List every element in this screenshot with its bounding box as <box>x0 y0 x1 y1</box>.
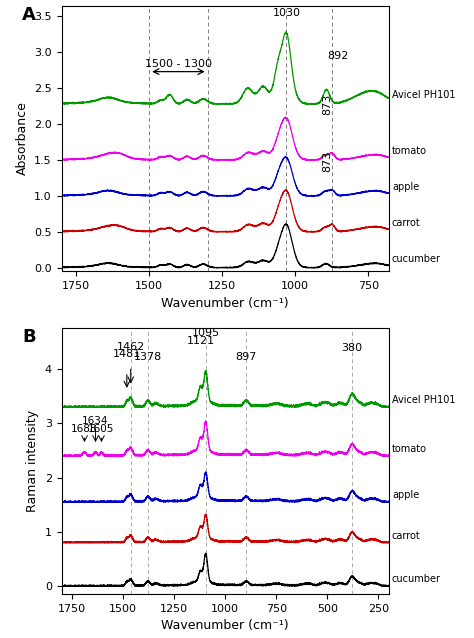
Text: 1121: 1121 <box>186 336 214 346</box>
Text: apple: apple <box>392 182 419 192</box>
Text: 873: 873 <box>322 151 332 172</box>
Text: 1688: 1688 <box>71 424 98 434</box>
Text: 1378: 1378 <box>134 352 162 362</box>
Text: apple: apple <box>392 490 419 500</box>
Text: B: B <box>22 329 36 346</box>
Text: 1605: 1605 <box>88 424 115 434</box>
Text: cucumber: cucumber <box>392 574 441 584</box>
Text: carrot: carrot <box>392 218 421 228</box>
X-axis label: Wavenumber (cm⁻¹): Wavenumber (cm⁻¹) <box>161 619 289 632</box>
Text: Avicel PH101: Avicel PH101 <box>392 395 456 405</box>
Text: 380: 380 <box>341 343 363 353</box>
Text: tomato: tomato <box>392 444 427 454</box>
X-axis label: Wavenumber (cm⁻¹): Wavenumber (cm⁻¹) <box>161 297 289 309</box>
Text: Avicel PH101: Avicel PH101 <box>392 91 456 100</box>
Text: cucumber: cucumber <box>392 254 441 264</box>
Y-axis label: Absorbance: Absorbance <box>16 101 28 175</box>
Text: 1481: 1481 <box>113 350 141 359</box>
Text: 1462: 1462 <box>117 342 145 352</box>
Text: A: A <box>22 6 36 24</box>
Text: 892: 892 <box>327 51 348 61</box>
Text: 1634: 1634 <box>82 416 109 426</box>
Y-axis label: Raman intensity: Raman intensity <box>26 410 39 512</box>
Text: 873: 873 <box>322 93 332 115</box>
Text: 1030: 1030 <box>273 8 301 19</box>
Text: 1095: 1095 <box>191 328 220 338</box>
Text: carrot: carrot <box>392 531 421 540</box>
Text: tomato: tomato <box>392 146 427 156</box>
Text: 897: 897 <box>236 352 257 362</box>
Text: 1500 - 1300: 1500 - 1300 <box>145 59 212 70</box>
